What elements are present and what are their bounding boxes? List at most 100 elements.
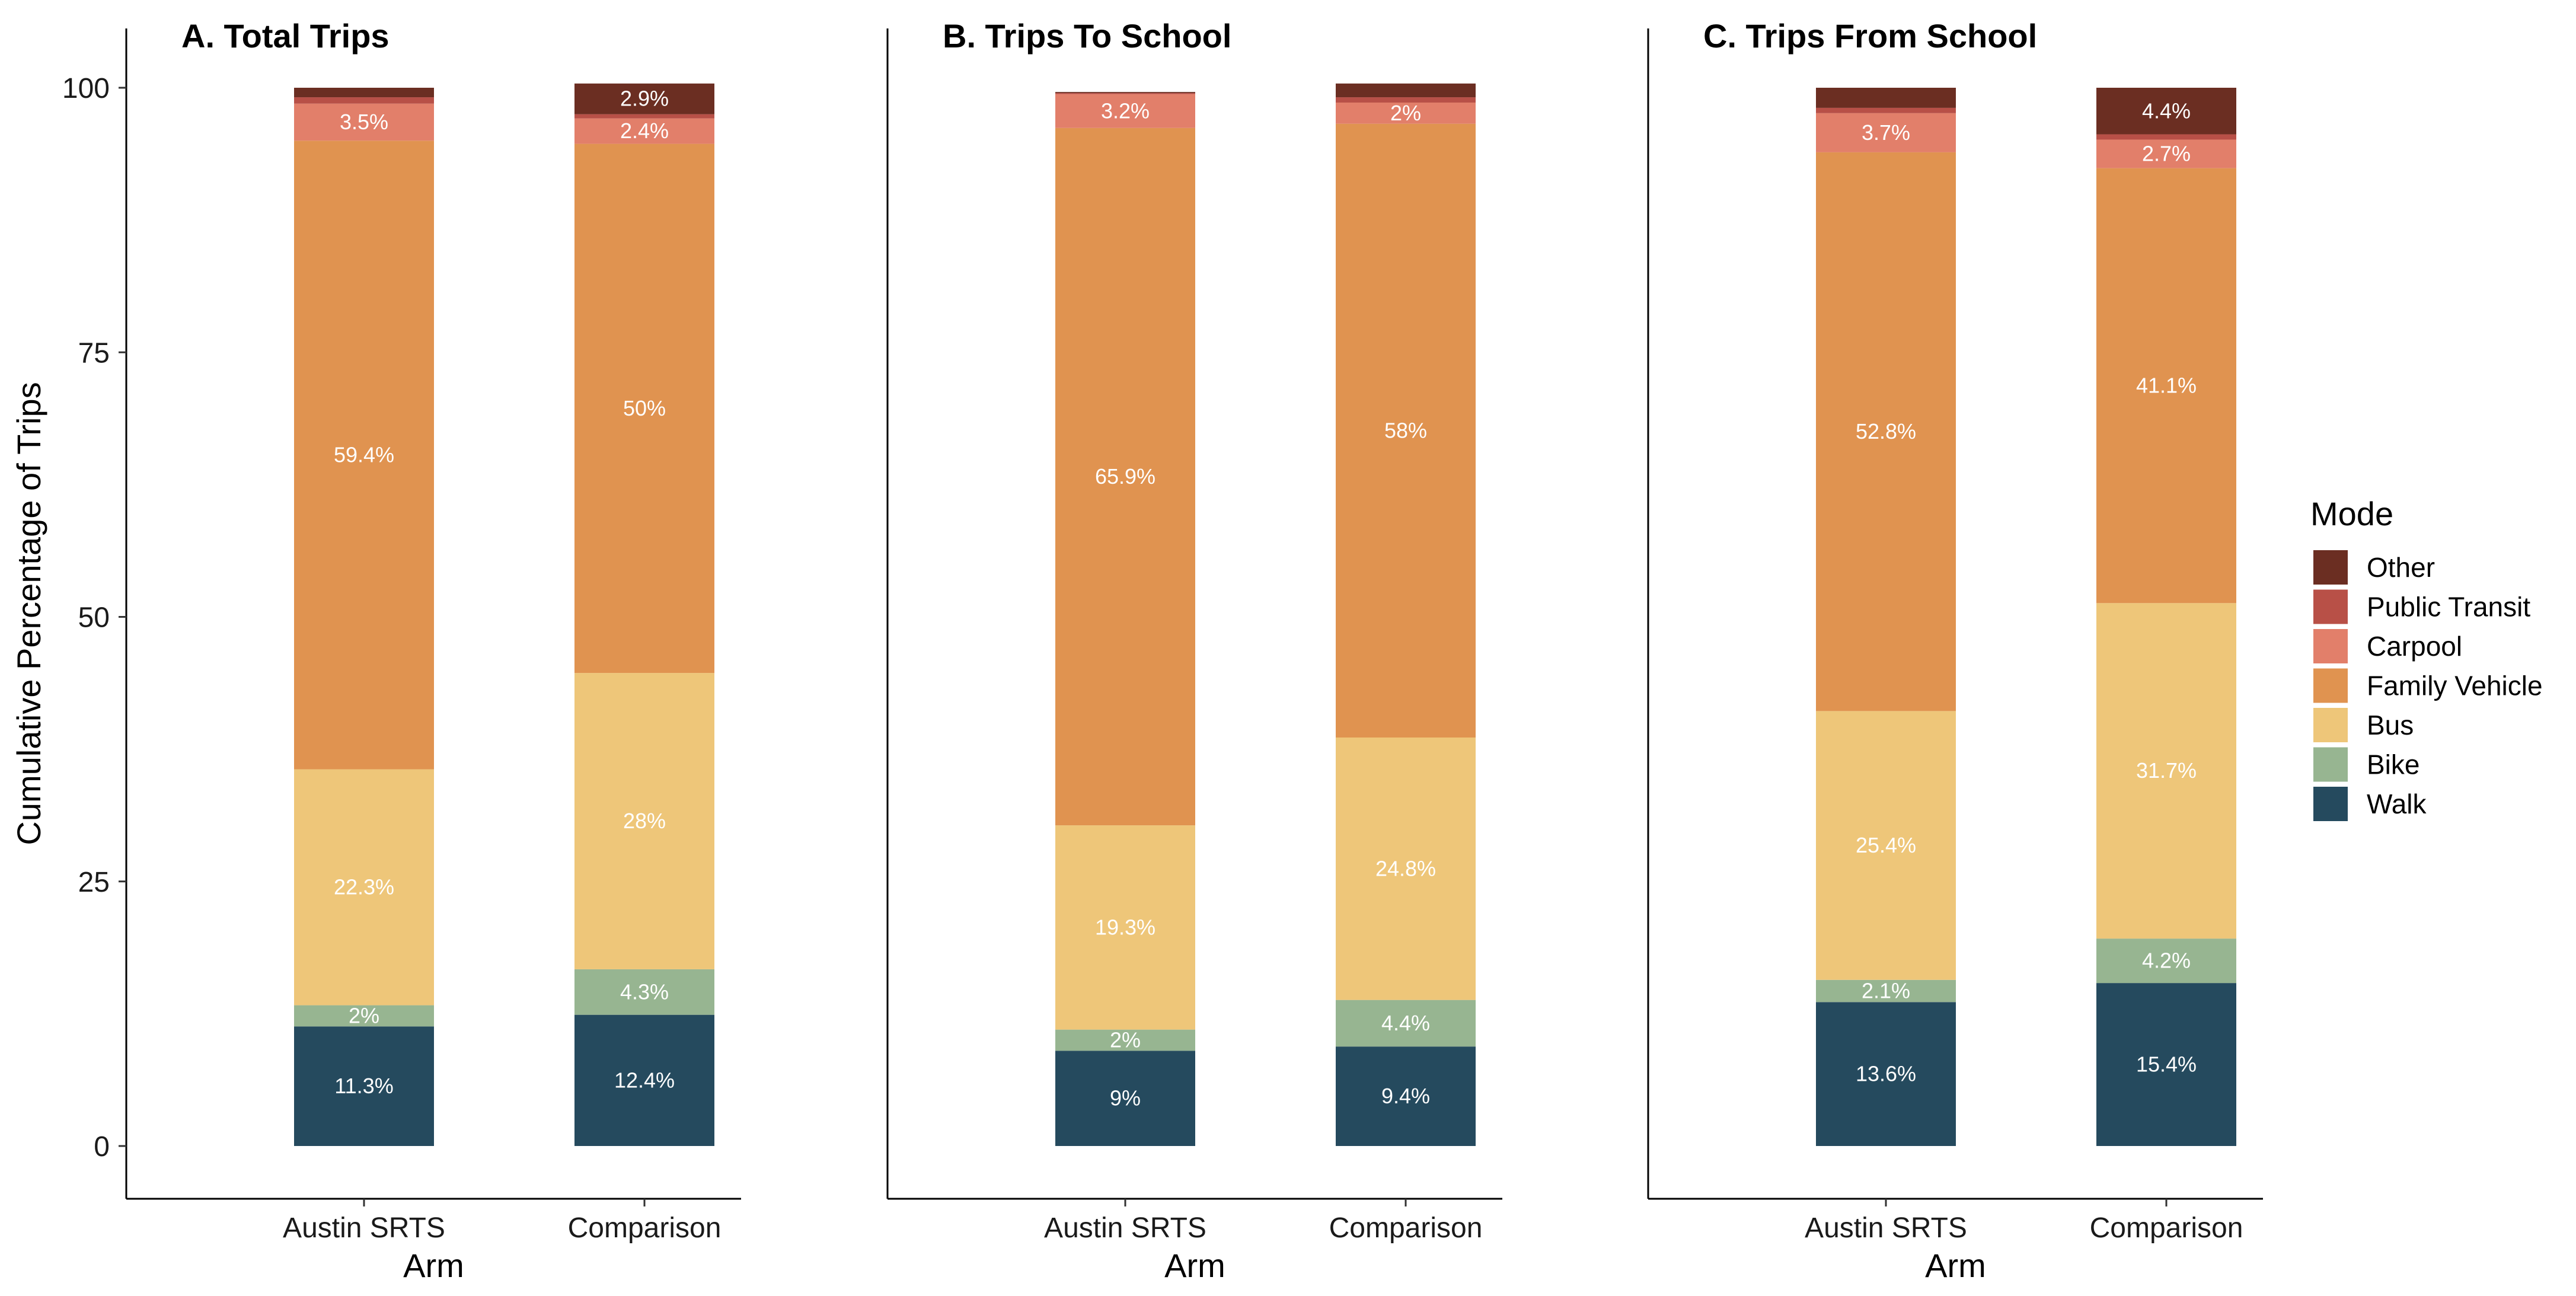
bar-segment-family-vehicle [2096, 168, 2236, 604]
legend-swatch [2313, 787, 2348, 821]
data-label-walk: 12.4% [614, 1068, 675, 1092]
data-label-carpool: 2.7% [2142, 142, 2191, 166]
bar-segment-bike [1336, 1000, 1476, 1047]
y-tick-label: 25 [78, 867, 110, 898]
legend-item-other: Other [2313, 550, 2435, 585]
data-label-bus: 31.7% [2136, 758, 2197, 783]
bar-segment-carpool [574, 118, 714, 144]
legend-items: Other Public Transit Carpool Family Vehicle… [2313, 550, 2543, 821]
bar-segment-bus [1336, 737, 1476, 1000]
data-label-carpool: 3.2% [1101, 98, 1150, 123]
bar-segment-walk [574, 1014, 714, 1146]
data-label-bike: 2% [349, 1003, 379, 1027]
data-label-bike: 4.3% [620, 979, 669, 1004]
bar-segment-bus [1055, 825, 1195, 1030]
bar-segment-other [2096, 88, 2236, 135]
x-axis-title: Arm [1164, 1247, 1225, 1284]
legend-swatch [2313, 747, 2348, 782]
bar-segment-public-transit [1055, 92, 1195, 94]
bar-comparison: 12.4% 4.3% 28% 50% 2.4% 2.9% [574, 83, 714, 1146]
data-label-carpool: 2% [1390, 101, 1421, 125]
bar-austin-srts: 11.3% 2% 22.3% 59.4% 3.5% [294, 88, 434, 1146]
legend-label: Walk [2367, 789, 2427, 819]
legend-item-bike: Bike [2313, 747, 2419, 782]
bar-segment-other [574, 83, 714, 114]
y-tick-label: 100 [62, 73, 110, 104]
bar-segment-bike [294, 1005, 434, 1027]
data-label-family-vehicle: 59.4% [334, 442, 394, 467]
bar-segment-public-transit [294, 97, 434, 104]
bar-segment-carpool [1055, 94, 1195, 128]
bar-segment-other [1055, 92, 1195, 93]
panel-title: A. Total Trips [181, 17, 390, 55]
legend-title: Mode [2310, 495, 2393, 532]
x-tick-label: Comparison [1329, 1212, 1483, 1244]
legend-item-walk: Walk [2313, 787, 2427, 821]
data-label-walk: 15.4% [2136, 1052, 2197, 1077]
bar-comparison: 15.4% 4.2% 31.7% 41.1% 2.7% 4.4% [2096, 88, 2236, 1146]
data-label-carpool: 3.5% [340, 110, 388, 134]
panel-2: B. Trips To School 9% 2% 19.3% 65.9% 3.2% Aust… [886, 17, 1502, 1284]
data-label-walk: 9.4% [1381, 1084, 1430, 1108]
legend-label: Family Vehicle [2367, 671, 2543, 701]
bar-comparison: 9.4% 4.4% 24.8% 58% 2% [1336, 83, 1476, 1146]
bar-segment-carpool [1816, 113, 1956, 152]
bar-segment-other [1816, 88, 1956, 108]
legend-label: Other [2367, 552, 2435, 583]
legend-swatch [2313, 550, 2348, 585]
data-label-bike: 4.4% [1381, 1011, 1430, 1035]
panel-3: C. Trips From School 13.6% 2.1% 25.4% 52.8% 3… [1647, 17, 2263, 1284]
bar-segment-family-vehicle [574, 143, 714, 673]
legend-label: Carpool [2367, 631, 2462, 662]
bar-segment-bus [574, 673, 714, 969]
bar-segment-other [294, 88, 434, 98]
data-label-family-vehicle: 65.9% [1095, 464, 1155, 489]
data-label-bus: 19.3% [1095, 915, 1155, 939]
bar-segment-public-transit [1816, 107, 1956, 113]
legend-label: Public Transit [2367, 592, 2530, 623]
y-tick-label: 0 [94, 1131, 110, 1163]
bar-segment-bus [2096, 603, 2236, 939]
bar-segment-walk [294, 1026, 434, 1146]
x-tick-label: Austin SRTS [1805, 1212, 1967, 1244]
legend-swatch [2313, 708, 2348, 742]
bar-segment-bus [294, 769, 434, 1005]
x-tick-label: Austin SRTS [283, 1212, 445, 1244]
data-label-bus: 28% [623, 809, 666, 833]
bar-segment-family-vehicle [1336, 123, 1476, 738]
legend-item-public-transit: Public Transit [2313, 589, 2530, 624]
bar-segment-public-transit [574, 114, 714, 119]
bar-segment-walk [1816, 1002, 1956, 1146]
data-label-walk: 11.3% [334, 1074, 393, 1098]
legend-item-family-vehicle: Family Vehicle [2313, 668, 2543, 703]
data-label-carpool: 3.7% [1862, 120, 1910, 145]
data-label-other: 2.9% [620, 87, 669, 111]
y-tick-label: 75 [78, 337, 110, 369]
x-axis-title: Arm [403, 1247, 464, 1284]
bar-segment-carpool [1336, 102, 1476, 124]
x-tick-label: Comparison [2090, 1212, 2243, 1244]
y-tick-label: 50 [78, 602, 110, 634]
bar-segment-public-transit [2096, 134, 2236, 140]
panel-1: A. Total Trips 0 25 50 75 100 11.3% 2% 22.3% 59.4… [62, 17, 741, 1284]
panels: A. Total Trips 0 25 50 75 100 11.3% 2% 22.3% 59.4… [62, 17, 2263, 1284]
bar-segment-carpool [2096, 139, 2236, 168]
data-label-family-vehicle: 58% [1384, 418, 1427, 442]
data-label-family-vehicle: 52.8% [1856, 419, 1916, 443]
bar-segment-public-transit [1336, 97, 1476, 103]
bar-segment-bus [1816, 711, 1956, 980]
data-label-bike: 2% [1110, 1028, 1141, 1052]
bar-segment-walk [2096, 983, 2236, 1146]
legend: Mode Other Public Transit Carpool Family Ve… [2310, 495, 2543, 821]
panel-title: B. Trips To School [943, 17, 1231, 55]
legend-swatch [2313, 589, 2348, 624]
legend-swatch [2313, 668, 2348, 703]
data-label-walk: 9% [1110, 1086, 1141, 1110]
bar-segment-carpool [294, 103, 434, 141]
bar-segment-bike [1055, 1029, 1195, 1051]
data-label-family-vehicle: 41.1% [2136, 373, 2197, 397]
x-tick-label: Austin SRTS [1044, 1212, 1206, 1244]
panel-title: C. Trips From School [1703, 17, 2037, 55]
x-tick-label: Comparison [568, 1212, 722, 1244]
bar-segment-walk [1055, 1051, 1195, 1146]
